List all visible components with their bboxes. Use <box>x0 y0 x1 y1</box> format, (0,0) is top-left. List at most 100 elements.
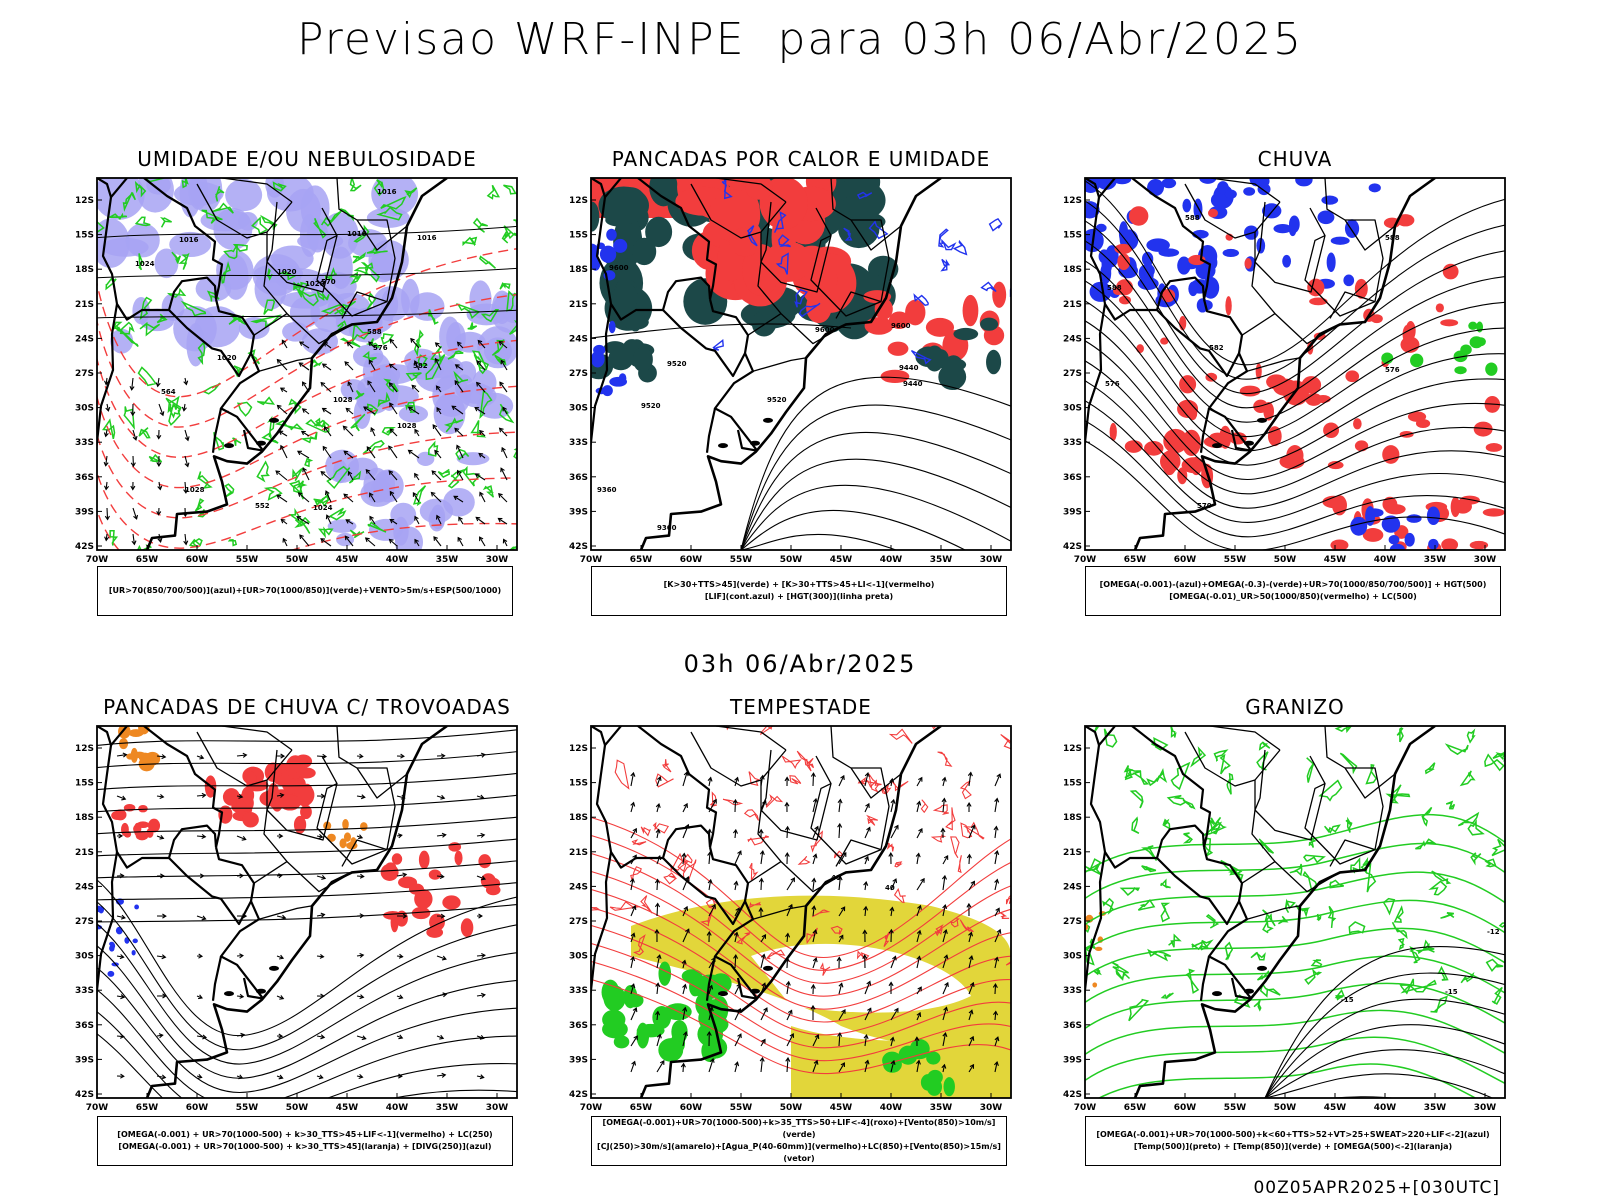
wind-vector <box>630 802 635 813</box>
wind-vector <box>478 453 486 459</box>
shaded-area <box>1344 219 1360 238</box>
wind-vector <box>476 382 486 393</box>
lat-label: 12S <box>569 744 588 754</box>
shaded-area <box>146 178 171 195</box>
contour-label: 582 <box>1515 338 1530 346</box>
wind-vector-head <box>941 797 947 803</box>
lake <box>718 991 728 997</box>
legend-line: [OMEGA(-0.001)-(azul)+OMEGA(-0.3)-(verde… <box>1099 580 1487 589</box>
contour-line <box>811 909 831 918</box>
shaded-area <box>943 355 964 378</box>
wind-vector <box>435 342 442 349</box>
wind-vector-head <box>302 467 307 473</box>
map-frame <box>590 177 1012 551</box>
lat-label: 21S <box>1063 300 1082 310</box>
wind-vector-head <box>296 516 302 521</box>
lat-label: 18S <box>1063 813 1082 823</box>
height-contour <box>740 509 967 550</box>
shaded-area <box>97 924 103 930</box>
wind-vector-head <box>361 1035 367 1041</box>
wind-vector-head <box>737 1033 742 1039</box>
wind-vector <box>630 1035 638 1047</box>
wind-vector-head <box>992 983 998 988</box>
state-border <box>752 357 806 372</box>
wind-vector-head <box>681 959 687 965</box>
wind-vector-head <box>680 1062 686 1068</box>
wind-vector-head <box>996 928 1002 934</box>
wind-vector <box>158 403 164 416</box>
state-border <box>341 291 388 319</box>
wind-vector-head <box>199 873 205 879</box>
wind-vector-head <box>629 877 635 883</box>
wind-vector <box>475 516 486 525</box>
wind-vector-head <box>105 406 111 412</box>
contour-line <box>789 775 802 785</box>
lon-label: 35W <box>436 1103 459 1113</box>
lon-label: 40W <box>386 555 409 565</box>
panel-title-tempestade: TEMPESTADE <box>730 695 872 719</box>
streamline <box>97 772 517 791</box>
streamline <box>1085 360 1505 495</box>
wind-vector <box>682 929 690 943</box>
state-border <box>760 201 772 263</box>
state-border <box>1324 726 1346 769</box>
wind-vector-head <box>157 537 163 543</box>
country-border <box>242 429 263 452</box>
shaded-area <box>608 320 616 334</box>
contour-line <box>1430 995 1448 1013</box>
wind-vector <box>916 956 921 969</box>
contour-line <box>747 835 769 846</box>
panel-title-umidade: UMIDADE E/OU NEBULOSIDADE <box>137 147 477 171</box>
wind-vector <box>994 908 1000 917</box>
state-border <box>316 219 396 317</box>
contour-line <box>1166 794 1187 806</box>
wind-vector <box>682 1063 685 1073</box>
state-border <box>1246 357 1300 372</box>
contour-line <box>171 251 182 264</box>
wind-vector-head <box>915 852 921 858</box>
contour-line <box>405 372 422 382</box>
lon-label: 30W <box>486 555 509 565</box>
wind-vector <box>786 877 795 891</box>
shaded-area <box>408 883 424 895</box>
contour-line <box>932 804 949 816</box>
wind-vector <box>630 878 634 891</box>
wind-vector <box>368 360 376 371</box>
contour-line <box>868 220 889 240</box>
wind-vector-head <box>994 1036 1000 1042</box>
wind-vector <box>682 906 688 917</box>
wind-vector <box>656 776 661 787</box>
wind-vector <box>812 773 815 787</box>
wind-vector-head <box>630 801 636 807</box>
contour-line <box>1151 736 1169 751</box>
contour-line <box>1085 946 1095 966</box>
map-frame <box>590 725 1012 1099</box>
lon-label: 50W <box>1274 1103 1297 1113</box>
lat-label: 27S <box>569 369 588 379</box>
contour-line <box>722 798 744 806</box>
wind-vector-head <box>810 983 816 989</box>
shaded-area <box>279 794 301 811</box>
contour-line <box>352 251 367 264</box>
panel-title-chuva: CHUVA <box>1257 147 1333 171</box>
wind-vector-head <box>120 914 126 920</box>
lon-label: 50W <box>286 1103 309 1113</box>
wind-vector <box>106 403 109 412</box>
shaded-area <box>1136 344 1144 354</box>
shaded-area <box>1095 223 1107 233</box>
temp850-contour <box>1085 955 1505 1004</box>
streamline <box>97 267 517 279</box>
contour-line <box>959 919 974 933</box>
lon-label: 50W <box>780 555 803 565</box>
wind-vector <box>196 835 206 838</box>
state-border <box>341 839 388 867</box>
lon-label: 45W <box>1324 555 1347 565</box>
lon-label: 35W <box>1424 555 1447 565</box>
shaded-area <box>1396 214 1415 227</box>
wind-vector-head <box>992 1010 999 1016</box>
wind-vector <box>708 852 711 865</box>
contour-label: 1016 <box>377 188 397 196</box>
shaded-area <box>1327 461 1344 470</box>
wind-vector <box>278 430 288 437</box>
wind-vector-head <box>458 516 463 522</box>
